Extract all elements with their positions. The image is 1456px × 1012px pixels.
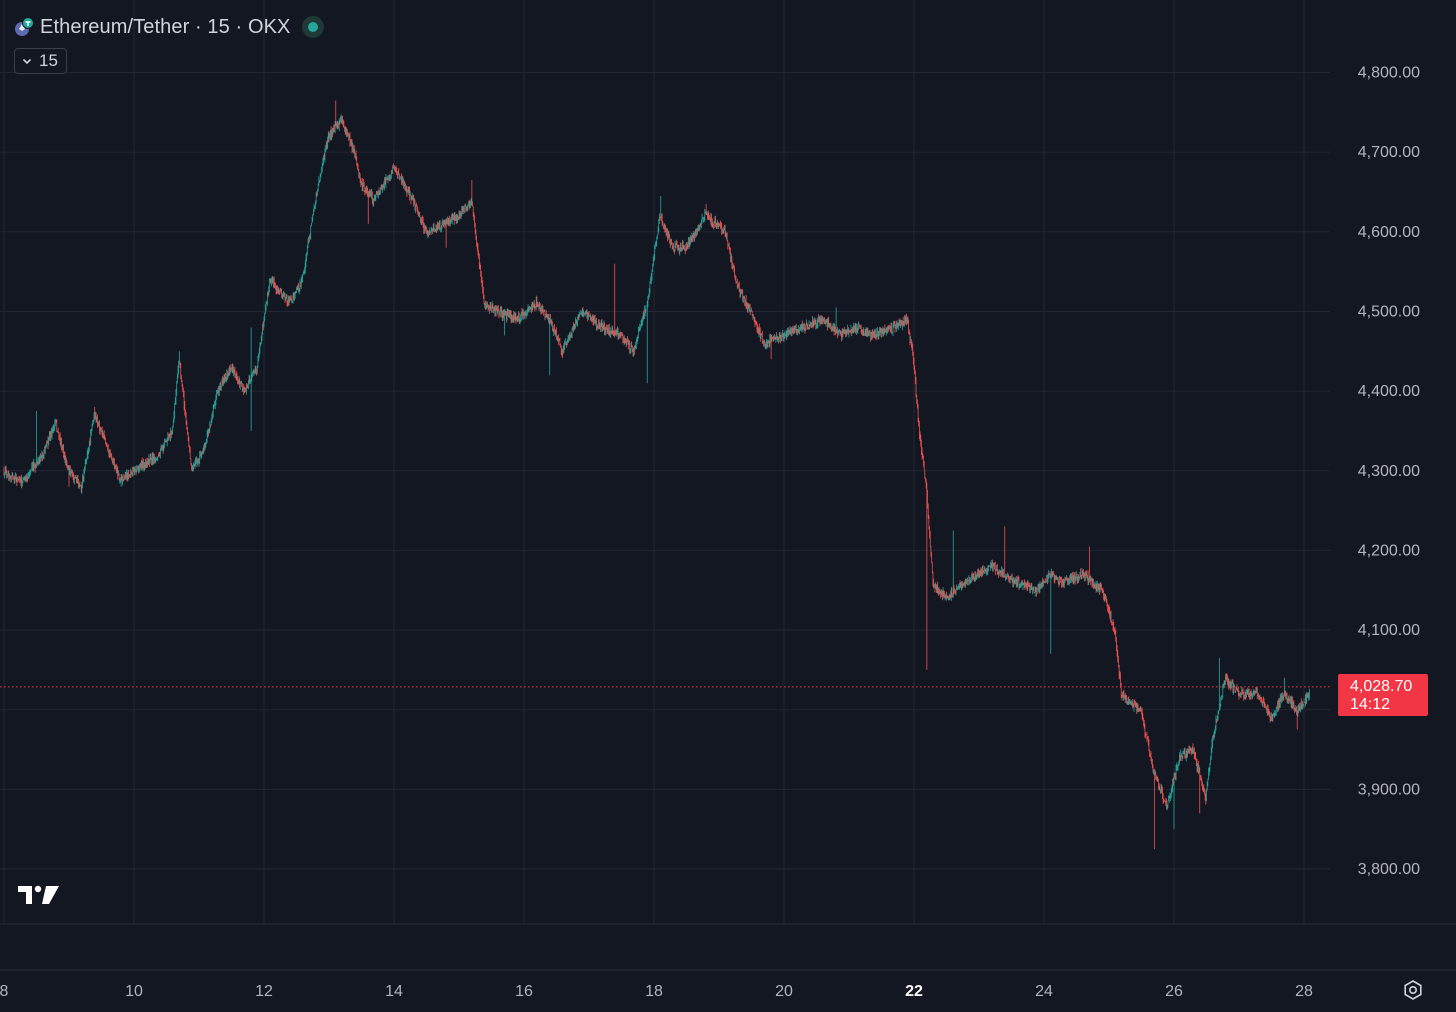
market-status-indicator[interactable] [302,16,325,38]
chart-legend: Ethereum/Tether · 15 · OKX [14,12,325,42]
time-axis-label: 12 [255,983,273,1000]
market-open-dot-icon [308,22,319,32]
time-axis-label: 16 [515,983,533,1000]
time-axis[interactable]: 8 10 12 14 16 18 20 22 24 26 28 [0,983,1313,1000]
symbol-title[interactable]: Ethereum/Tether · 15 · OKX [40,15,291,38]
settings-gear-icon[interactable] [1402,979,1424,1001]
time-axis-label: 22 [905,983,923,1000]
time-axis-label: 24 [1035,983,1053,1000]
time-axis-label: 28 [1295,983,1313,1000]
chevron-down-icon [22,58,32,65]
price-axis-label: 4,400.00 [1358,383,1420,400]
time-axis-label: 18 [645,983,663,1000]
tradingview-logo-icon[interactable] [18,884,60,906]
price-axis[interactable]: 3,800.00 3,900.00 4,100.00 4,200.00 4,300.00… [1358,65,1420,879]
price-axis-label: 4,200.00 [1358,542,1420,559]
price-axis-label: 4,600.00 [1358,224,1420,241]
price-axis-label: 4,100.00 [1358,622,1420,639]
price-axis-label: 4,300.00 [1358,463,1420,480]
price-axis-label: 4,800.00 [1358,65,1420,82]
candlestick-series [3,100,1310,850]
ethereum-tether-logo-icon [15,17,34,36]
interval-label: 15 [39,51,58,70]
price-axis-label: 3,800.00 [1358,861,1420,878]
bar-countdown: 14:12 [1350,696,1390,713]
price-axis-label: 4,700.00 [1358,144,1420,161]
time-axis-label: 14 [385,983,403,1000]
last-price-tag: 4,028.70 14:12 [1338,674,1428,716]
time-axis-label: 8 [0,983,9,1000]
time-axis-label: 10 [125,983,143,1000]
price-axis-label: 3,900.00 [1358,781,1420,798]
last-price-value: 4,028.70 [1350,678,1412,695]
price-axis-label: 4,500.00 [1358,303,1420,320]
interval-button[interactable]: 15 [14,48,67,74]
time-axis-label: 20 [775,983,793,1000]
time-axis-label: 26 [1165,983,1183,1000]
last-price-tag-bg [1338,674,1428,716]
grid-lines [0,0,1330,924]
